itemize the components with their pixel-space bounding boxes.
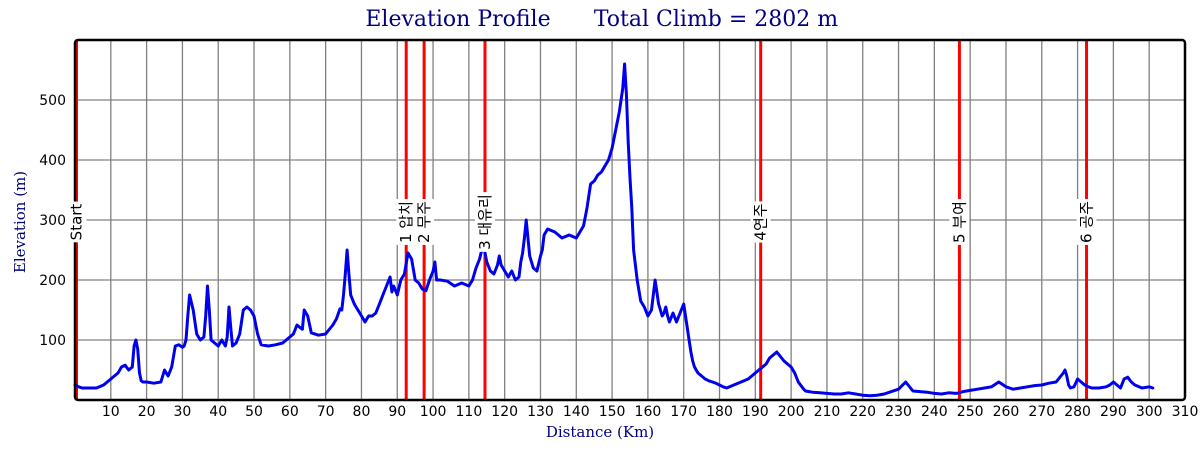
marker-label-group: 6 공주 bbox=[1076, 199, 1097, 245]
x-tick-label: 20 bbox=[138, 404, 156, 420]
x-tick-label: 50 bbox=[245, 404, 263, 420]
x-tick-label: 310 bbox=[1172, 404, 1199, 420]
x-tick-label: 140 bbox=[563, 404, 590, 420]
marker-label-group: 1 압치 bbox=[396, 199, 417, 245]
marker-label-background bbox=[414, 199, 435, 245]
marker-label: 3 대유리 bbox=[476, 194, 494, 250]
x-tick-label: 60 bbox=[281, 404, 299, 420]
x-tick-label: 180 bbox=[706, 404, 733, 420]
marker-label-background bbox=[66, 201, 87, 243]
chart-subtitle: Total Climb = 2802 m bbox=[594, 7, 838, 32]
x-tick-label: 230 bbox=[885, 404, 912, 420]
y-tick-label: 200 bbox=[39, 273, 66, 289]
marker-label: 5 부여 bbox=[950, 201, 968, 243]
x-tick-label: 100 bbox=[420, 404, 447, 420]
x-tick-label: 160 bbox=[635, 404, 662, 420]
x-tick-label: 130 bbox=[527, 404, 554, 420]
marker-label-background bbox=[750, 201, 771, 243]
marker-label-background bbox=[949, 199, 970, 245]
marker-label: 4연주 bbox=[752, 203, 770, 240]
marker-label-group: 2 무주 bbox=[414, 199, 435, 245]
x-tick-label: 10 bbox=[102, 404, 120, 420]
x-axis-title: Distance (Km) bbox=[546, 423, 654, 441]
marker-label-background bbox=[474, 192, 495, 252]
marker-label-layer: Start 1 압치 2 무주 3 대유리 4연주 5 부여 6 공주 bbox=[66, 192, 1097, 252]
x-tick-label: 80 bbox=[353, 404, 371, 420]
y-axis-title: Elevation (m) bbox=[11, 171, 29, 273]
x-tick-label: 300 bbox=[1136, 404, 1163, 420]
y-tick-label: 100 bbox=[39, 333, 66, 349]
marker-label: 6 공주 bbox=[1078, 201, 1096, 243]
x-tick-label: 150 bbox=[599, 404, 626, 420]
series-layer bbox=[73, 62, 1155, 398]
x-tick-label: 240 bbox=[921, 404, 948, 420]
x-tick-label: 30 bbox=[174, 404, 192, 420]
x-tick-label: 120 bbox=[491, 404, 518, 420]
tick-layer: 10 20 30 40 50 60 70 80 90 100 110 120 130 140 150 160 1… bbox=[39, 93, 1198, 420]
y-tick-label: 500 bbox=[39, 93, 66, 109]
x-tick-label: 70 bbox=[317, 404, 335, 420]
marker-label-background bbox=[396, 199, 417, 245]
x-tick-label: 200 bbox=[778, 404, 805, 420]
grid-layer bbox=[75, 40, 1185, 400]
x-tick-label: 250 bbox=[957, 404, 984, 420]
chart-title: Elevation Profile bbox=[365, 7, 550, 32]
elevation-line bbox=[73, 62, 1155, 398]
marker-label: 2 무주 bbox=[415, 201, 433, 243]
y-tick-label: 400 bbox=[39, 153, 66, 169]
marker-label-group: 3 대유리 bbox=[474, 192, 495, 252]
marker-label: 1 압치 bbox=[397, 201, 415, 243]
y-tick-label: 300 bbox=[39, 213, 66, 229]
marker-label-group: Start bbox=[66, 201, 87, 243]
x-tick-label: 220 bbox=[849, 404, 876, 420]
marker-label-group: 5 부여 bbox=[949, 199, 970, 245]
marker-label-group: 4연주 bbox=[750, 201, 771, 243]
x-tick-label: 90 bbox=[388, 404, 406, 420]
x-tick-label: 280 bbox=[1064, 404, 1091, 420]
x-tick-label: 190 bbox=[742, 404, 769, 420]
marker-label: Start bbox=[68, 204, 86, 241]
x-tick-label: 210 bbox=[814, 404, 841, 420]
x-tick-label: 290 bbox=[1100, 404, 1127, 420]
x-tick-label: 270 bbox=[1028, 404, 1055, 420]
x-tick-label: 110 bbox=[456, 404, 483, 420]
x-tick-label: 260 bbox=[993, 404, 1020, 420]
x-tick-label: 170 bbox=[670, 404, 697, 420]
marker-label-background bbox=[1076, 199, 1097, 245]
x-tick-label: 40 bbox=[209, 404, 227, 420]
